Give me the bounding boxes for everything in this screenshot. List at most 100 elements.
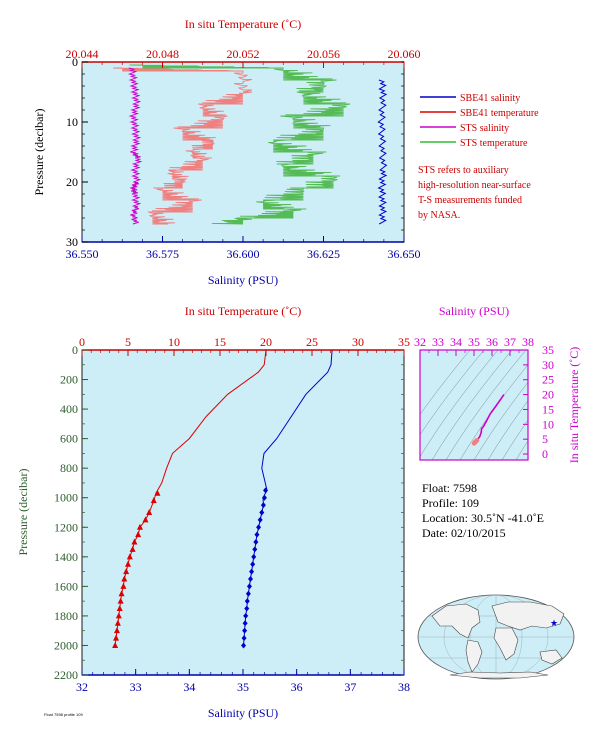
top-series-group [113, 64, 388, 225]
salinity-point [241, 635, 247, 642]
top-pressure-tick-label: 30 [66, 235, 78, 249]
footer-stamp: Float 7598 profile 109 [44, 712, 83, 717]
density-contour [501, 419, 528, 460]
ts-salinity-tick-label: 38 [522, 335, 534, 349]
top-series-line-sts-salinity [127, 67, 143, 225]
map-land-antarctica [449, 671, 549, 679]
bottom-pressure-tick-label: 200 [60, 373, 78, 387]
bottom-pressure-tick-label: 1000 [54, 491, 78, 505]
top-salinity-tick-label: 36.650 [388, 247, 421, 261]
top-pressure-tick-label: 0 [72, 55, 78, 69]
temperature-point [116, 605, 123, 612]
ts-temperature-tick-label: 5 [542, 432, 548, 446]
bottom-pressure-tick-label: 1800 [54, 609, 78, 623]
ts-salinity-tick-label: 37 [504, 335, 516, 349]
temperature-point [117, 597, 124, 604]
bottom-salinity-tick-label: 37 [344, 680, 356, 694]
ts-temperature-tick-label: 0 [542, 447, 548, 461]
salinity-point [242, 620, 248, 627]
salinity-point [246, 583, 252, 590]
ts-salinity-tick-label: 34 [450, 335, 462, 349]
temperature-point [115, 612, 122, 619]
bottom-salinity-axis-label: Salinity (PSU) [208, 706, 278, 720]
date: Date: 02/10/2015 [422, 526, 506, 540]
bottom-temperature-axis-label: In situ Temperature (˚C) [185, 304, 302, 318]
map-land-north-america [431, 603, 481, 639]
temperature-point [129, 545, 136, 552]
bottom-ticks-group: 0 5 10 15 20 25 30 35 32 33 34 35 36 37 38 0 200 400 600 80… [54, 335, 410, 694]
bottom-temperature-tick-label: 20 [260, 335, 272, 349]
salinity-point [248, 575, 254, 582]
bottom-temperature-tick-label: 5 [125, 335, 131, 349]
density-contour [473, 381, 528, 460]
top-note: STS refers to auxiliary high-resolution … [418, 165, 531, 221]
bottom-temperature-tick-label: 15 [214, 335, 226, 349]
density-contour [515, 440, 528, 460]
top-series-line-sbe41-temperature [113, 67, 253, 225]
ts-deep-point [474, 437, 480, 443]
bottom-salinity-tick-label: 38 [398, 680, 410, 694]
ts-density-contours [420, 350, 601, 460]
salinity-point [254, 531, 260, 538]
bottom-salinity-tick-label: 32 [76, 680, 88, 694]
top-ticks-group: 20.044 20.048 20.052 20.056 20.060 36.550 36.5… [66, 47, 421, 261]
bottom-pressure-axis-label: Pressure (decibar) [16, 469, 30, 556]
ts-salinity-tick-label: 35 [468, 335, 480, 349]
salinity-point [253, 539, 259, 546]
top-temperature-tick-label: 20.052 [227, 47, 260, 61]
density-contour [420, 350, 485, 436]
ts-temperature-tick-label: 35 [542, 343, 554, 357]
density-contour [487, 400, 528, 460]
bottom-temperature-tick-label: 35 [398, 335, 410, 349]
temperature-point [113, 627, 120, 634]
bottom-temperature-tick-label: 10 [168, 335, 180, 349]
salinity-point [242, 627, 248, 634]
salinity-point [245, 590, 251, 597]
salinity-point [243, 612, 249, 619]
temperature-point [131, 538, 138, 545]
salinity-point [244, 605, 250, 612]
bottom-pressure-tick-label: 600 [60, 432, 78, 446]
density-contour [530, 350, 601, 460]
temperature-point [154, 489, 161, 496]
top-pressure-tick-label: 20 [66, 175, 78, 189]
bottom-pressure-tick-label: 1200 [54, 520, 78, 534]
temperature-point [125, 560, 131, 567]
top-panel: 20.044 20.048 20.052 20.056 20.060 36.550 36.5… [32, 17, 539, 287]
bottom-pressure-tick-label: 800 [60, 461, 78, 475]
salinity-point [244, 598, 250, 605]
float-location-marker: ★ [550, 619, 558, 629]
salinity-point [261, 494, 267, 501]
note-line-4: by NASA. [418, 210, 460, 221]
top-temperature-tick-label: 20.048 [146, 47, 179, 61]
profile-number: Profile: 109 [422, 496, 479, 510]
temperature-point [146, 509, 153, 515]
top-temperature-tick-label: 20.060 [388, 47, 421, 61]
bottom-salinity-tick-label: 33 [130, 680, 142, 694]
salinity-point [257, 516, 263, 523]
temperature-point [121, 575, 128, 582]
top-temperature-tick-label: 20.044 [66, 47, 99, 61]
float-id: Float: 7598 [422, 481, 477, 495]
ts-temperature-tick-label: 20 [542, 388, 554, 402]
salinity-point [249, 568, 255, 575]
note-line-1: STS refers to auxiliary [418, 165, 509, 176]
temperature-point [118, 590, 125, 597]
ts-temperature-axis-label: In situ Temperature (˚C) [567, 347, 581, 464]
bottom-temperature-tick-label: 0 [79, 335, 85, 349]
temperature-point [113, 634, 120, 641]
location: Location: 30.5˚N -41.0˚E [422, 511, 544, 525]
top-temperature-axis-label: In situ Temperature (˚C) [185, 17, 302, 31]
top-salinity-tick-label: 36.550 [66, 247, 99, 261]
top-series-line-sts-temperature [129, 64, 351, 225]
density-contour [431, 350, 513, 460]
density-contour [420, 350, 471, 415]
bottom-pressure-tick-label: 1600 [54, 579, 78, 593]
bottom-pressure-tick-label: 2200 [54, 668, 78, 682]
temperature-point [135, 531, 142, 538]
bottom-salinity-tick-label: 36 [291, 680, 303, 694]
salinity-point [252, 546, 258, 553]
legend-label-sts-temperature: STS temperature [460, 138, 528, 149]
salinity-point [260, 502, 266, 509]
